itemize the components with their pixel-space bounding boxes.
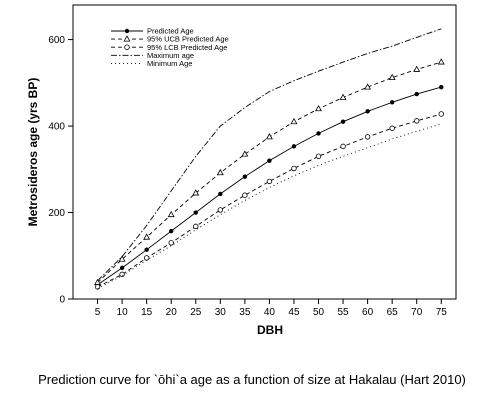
x-tick-label: 45 [288, 307, 300, 318]
data-point [413, 65, 421, 72]
data-point [365, 109, 370, 114]
series-2 [94, 111, 444, 290]
data-point [267, 158, 272, 163]
data-point [266, 178, 273, 185]
data-point [364, 83, 372, 90]
data-point [217, 207, 224, 213]
series-line-3 [97, 28, 442, 282]
y-axis-label: Metrosideros age (yrs BP) [26, 78, 40, 227]
data-point [265, 133, 273, 140]
y-tick-label: 400 [48, 122, 65, 133]
legend-label: 95% UCB Predicted Age [147, 35, 229, 44]
x-tick-label: 20 [166, 307, 178, 318]
y-tick-label: 200 [48, 208, 65, 219]
series-1 [94, 58, 445, 285]
data-point [168, 240, 174, 246]
data-point [340, 119, 346, 124]
data-point [218, 191, 223, 197]
data-point [143, 255, 150, 261]
data-point [169, 228, 174, 234]
data-point [364, 134, 371, 140]
x-tick-label: 75 [436, 307, 448, 318]
x-tick-label: 25 [190, 307, 202, 318]
data-point [388, 73, 396, 81]
legend-label: Maximum age [147, 51, 194, 60]
x-tick-label: 65 [387, 307, 399, 318]
series-line-0 [97, 86, 442, 286]
data-point [119, 265, 125, 271]
data-point [144, 247, 149, 252]
legend-marker [124, 44, 130, 50]
x-tick-label: 35 [239, 307, 251, 318]
data-point [291, 144, 297, 149]
x-tick-label: 70 [411, 307, 423, 318]
data-point [389, 125, 395, 131]
x-tick-label: 15 [141, 307, 153, 318]
data-point [242, 174, 248, 179]
x-tick-label: 5 [95, 307, 101, 318]
legend-label: 95% LCB Predicted Age [147, 43, 227, 52]
x-tick-label: 55 [338, 307, 350, 318]
data-point [242, 192, 248, 198]
data-point [315, 104, 322, 112]
series-4 [97, 123, 442, 289]
series-layer [94, 28, 445, 290]
data-point [94, 284, 101, 290]
data-point [291, 165, 297, 172]
data-point [438, 111, 444, 117]
x-tick-label: 30 [215, 307, 227, 318]
series-line-2 [97, 113, 442, 288]
x-tick-label: 10 [117, 307, 129, 318]
data-point [340, 143, 346, 150]
legend-marker [124, 28, 130, 34]
data-point [193, 210, 198, 215]
legend-label: Minimum Age [147, 59, 192, 68]
data-point [414, 91, 419, 97]
x-axis-label: DBH [257, 323, 283, 337]
data-point [119, 271, 125, 278]
data-point [167, 210, 175, 218]
data-point [192, 189, 200, 196]
figure-caption: Prediction curve for `ōhi`a age as a fun… [38, 372, 466, 387]
data-point [414, 118, 420, 124]
series-line-1 [97, 61, 442, 283]
data-point [216, 168, 224, 176]
series-3 [97, 28, 442, 282]
legend-marker [123, 35, 131, 42]
x-tick-label: 60 [362, 307, 374, 318]
y-tick-label: 0 [59, 295, 65, 306]
data-point [193, 223, 199, 230]
data-point [143, 233, 151, 240]
data-point [389, 100, 395, 105]
data-point [316, 131, 321, 136]
x-tick-label: 50 [313, 307, 325, 318]
data-point [241, 150, 249, 157]
data-point [437, 58, 445, 65]
series-line-4 [97, 123, 442, 289]
x-tick-label: 40 [264, 307, 276, 318]
y-tick-label: 600 [48, 35, 65, 46]
data-point [315, 153, 322, 160]
age-prediction-chart: 5 10 15 20 25 30 35 40 45 50 55 60 65 70 750200400600 … [26, 4, 457, 337]
data-point [290, 117, 298, 125]
data-point [439, 84, 444, 90]
data-point [339, 93, 347, 100]
legend-label: Predicted Age [147, 27, 194, 36]
plot-frame [72, 4, 457, 300]
series-0 [95, 84, 444, 287]
ticks-layer: 5 10 15 20 25 30 35 40 45 50 55 60 65 70 75 0 200 400 600 [48, 35, 447, 318]
data-point [118, 255, 126, 262]
